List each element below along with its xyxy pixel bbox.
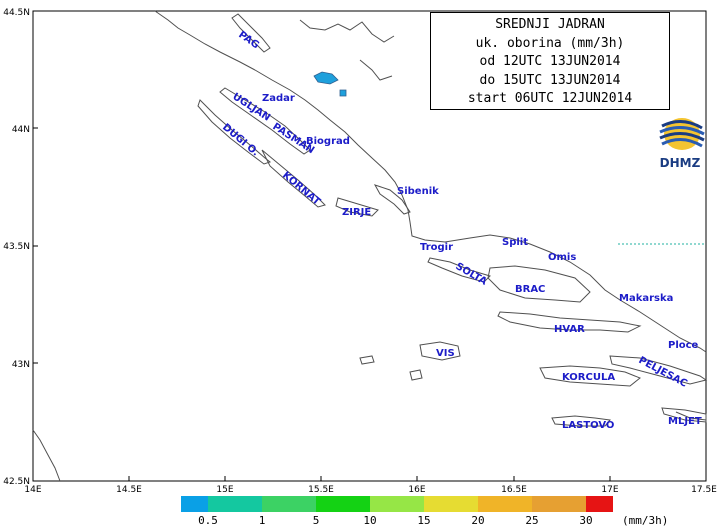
lat-label: 43N <box>12 360 30 370</box>
lat-label: 43.5N <box>3 242 30 252</box>
colorbar-level-label: 20 <box>471 514 485 527</box>
lon-label: 17E <box>601 485 618 495</box>
coastline <box>32 10 707 482</box>
lon-label: 14.5E <box>116 485 142 495</box>
info-region: SREDNJI JADRAN <box>495 17 605 32</box>
place-label-vis: VIS <box>436 348 455 359</box>
lon-ticks <box>32 476 707 481</box>
colorbar-level-label: 25 <box>525 514 539 527</box>
info-to: do 15UTC 13JUN2014 <box>479 72 621 88</box>
lat-label: 42.5N <box>3 477 30 487</box>
precip-area <box>313 71 339 85</box>
colorbar-segment <box>262 496 316 512</box>
place-label-zirje: ZIRJE <box>342 207 371 218</box>
colorbar-segment <box>316 496 370 512</box>
colorbar-segment <box>586 496 613 512</box>
colorbar-level-label: 1 <box>258 514 266 527</box>
lon-label: 15.5E <box>308 485 334 495</box>
colorbar-level-label: 15 <box>417 514 431 527</box>
colorbar-level-label: 5 <box>312 514 320 527</box>
place-label-brac: BRAC <box>515 284 545 295</box>
place-label-dugi-otok: DUGI O. <box>220 122 261 159</box>
place-label-hvar: HVAR <box>554 324 585 335</box>
forecast-info-box: SREDNJI JADRAN uk. oborina (mm/3h) od 12… <box>430 12 670 110</box>
lat-label: 44.5N <box>3 8 30 18</box>
lon-label: 15E <box>216 485 233 495</box>
lon-label: 16.5E <box>501 485 527 495</box>
lon-label: 17.5E <box>691 485 717 495</box>
colorbar-level-label: 10 <box>363 514 377 527</box>
place-label-makarska: Makarska <box>619 293 673 304</box>
colorbar-segment <box>370 496 424 512</box>
place-label-mljet: MLJET <box>668 416 702 427</box>
colorbar-segment <box>208 496 262 512</box>
precipitation-patch <box>313 71 347 97</box>
colorbar-segment <box>181 496 208 512</box>
colorbar-segment <box>478 496 532 512</box>
place-label-sibenik: Sibenik <box>397 186 439 197</box>
place-label-zadar: Zadar <box>262 93 295 104</box>
colorbar-level-label: 30 <box>579 514 593 527</box>
lat-label: 44N <box>12 125 30 135</box>
place-label-kornat: KORNAT <box>280 170 322 208</box>
legend-unit: (mm/3h) <box>622 514 669 527</box>
islands <box>197 13 708 427</box>
dhmz-logo: DHMZ <box>652 114 708 174</box>
colorbar-segment <box>532 496 586 512</box>
info-start: start 06UTC 12JUN2014 <box>467 91 633 106</box>
lon-label: 14E <box>24 485 41 495</box>
place-label-ploce: Ploce <box>668 340 699 351</box>
lat-ticks <box>33 10 38 482</box>
place-label-omis: Omis <box>548 252 576 263</box>
colorbar-level-label: 0.5 <box>198 514 218 527</box>
logo-text: DHMZ <box>659 156 701 170</box>
place-label-lastovo: LASTOVO <box>562 420 614 431</box>
precip-area-small <box>339 89 347 97</box>
place-label-biograd: Biograd <box>306 136 350 147</box>
info-variable: uk. oborina (mm/3h) <box>475 35 625 51</box>
colorbar-segment <box>424 496 478 512</box>
info-from: od 12UTC 13JUN2014 <box>479 54 621 69</box>
lon-label: 16E <box>408 485 425 495</box>
dhmz-logo-icon <box>659 118 705 150</box>
precipitation-colorbar <box>181 496 613 512</box>
place-label-split: Split <box>502 237 528 248</box>
place-label-trogir: Trogir <box>420 242 453 253</box>
place-label-korcula: KORCULA <box>562 372 615 383</box>
